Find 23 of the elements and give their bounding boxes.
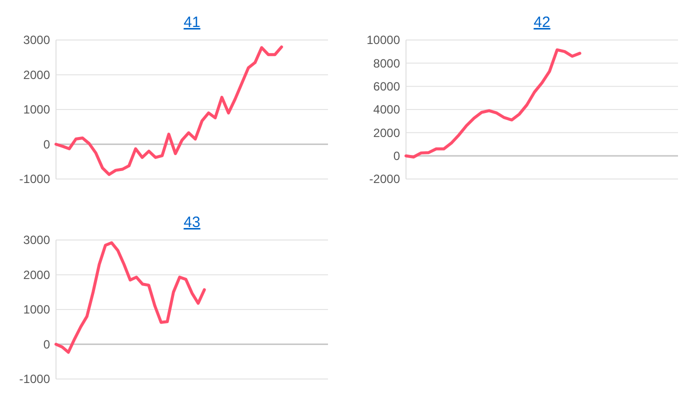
line-series <box>54 241 206 354</box>
y-tick-label: 0 <box>393 149 400 164</box>
y-tick-label: 10000 <box>366 33 400 48</box>
y-tick-label: 6000 <box>373 80 400 94</box>
line-series <box>404 48 582 158</box>
y-tick-label: 2000 <box>23 268 50 282</box>
y-tick-label: 0 <box>43 337 50 352</box>
y-tick-label: 0 <box>43 137 50 152</box>
y-tick-label: 3000 <box>23 233 50 248</box>
y-tick-label: -1000 <box>19 172 50 186</box>
y-tick-label: 2000 <box>373 126 400 140</box>
chart-title: 41 <box>184 14 200 31</box>
line-series <box>54 45 284 176</box>
y-tick-label: -2000 <box>369 172 400 186</box>
y-tick-label: -1000 <box>19 372 50 386</box>
y-tick-label: 1000 <box>23 302 50 317</box>
y-tick-label: 2000 <box>23 68 50 82</box>
y-tick-label: 1000 <box>23 102 50 117</box>
y-tick-label: 4000 <box>373 102 400 117</box>
y-tick-label: 3000 <box>23 33 50 48</box>
chart-title: 43 <box>184 214 200 231</box>
chart-title: 42 <box>534 14 550 31</box>
y-tick-label: 8000 <box>373 56 400 70</box>
